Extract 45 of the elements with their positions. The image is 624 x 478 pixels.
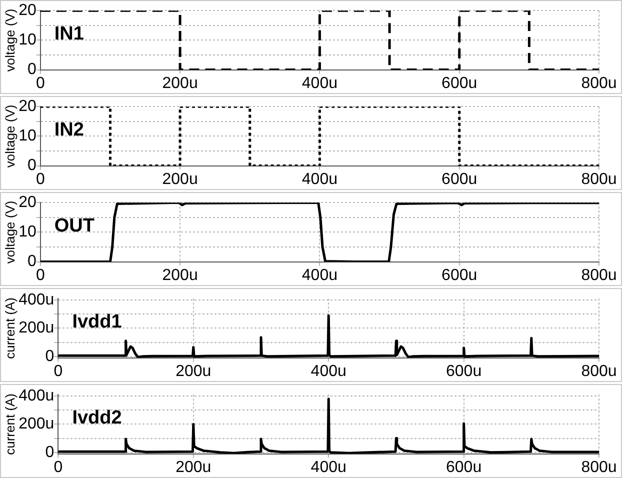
y-tick-label: 0 bbox=[27, 253, 36, 270]
y-tick-label: 20 bbox=[18, 194, 36, 212]
x-tick-label: 800u bbox=[581, 170, 617, 188]
y-tick-label: 20 bbox=[18, 98, 36, 116]
x-tick-label: 800u bbox=[581, 266, 617, 284]
series-label: IN2 bbox=[54, 120, 84, 141]
x-tick-label: 200u bbox=[176, 458, 212, 476]
y-tick-label: 0 bbox=[45, 444, 54, 461]
y-tick-label: 10 bbox=[18, 224, 36, 241]
x-tick-label: 600u bbox=[442, 170, 478, 188]
y-axis-title: current (A) bbox=[2, 297, 18, 359]
y-axis-title: voltage (V) bbox=[2, 200, 18, 264]
series-label: Ivdd2 bbox=[72, 408, 122, 429]
x-tick-label: 400u bbox=[302, 74, 338, 92]
x-tick-label: 600u bbox=[446, 458, 482, 476]
x-tick-label: 800u bbox=[581, 458, 617, 476]
y-tick-label: 400u bbox=[18, 291, 54, 308]
y-tick-label: 20 bbox=[18, 2, 36, 20]
x-tick-label: 400u bbox=[302, 170, 338, 188]
x-tick-label: 400u bbox=[310, 458, 346, 476]
y-axis-title: voltage (V) bbox=[2, 8, 18, 72]
series-label: Ivdd1 bbox=[72, 312, 122, 333]
x-tick-label: 200u bbox=[162, 266, 198, 284]
x-tick-label: 600u bbox=[442, 266, 478, 284]
x-tick-label: 200u bbox=[176, 362, 212, 380]
x-tick-label: 200u bbox=[162, 170, 198, 188]
x-tick-label: 600u bbox=[442, 74, 478, 92]
x-tick-label: 800u bbox=[581, 74, 617, 92]
x-tick-label: 400u bbox=[302, 266, 338, 284]
x-tick-label: 600u bbox=[446, 362, 482, 380]
y-axis-title: voltage (V) bbox=[2, 104, 18, 168]
y-tick-label: 200u bbox=[18, 416, 54, 433]
x-tick-label: 400u bbox=[310, 362, 346, 380]
y-tick-label: 400u bbox=[18, 387, 54, 404]
y-tick-label: 200u bbox=[18, 320, 54, 337]
x-tick-label: 800u bbox=[581, 362, 617, 380]
series-label: OUT bbox=[54, 216, 95, 237]
x-tick-label: 200u bbox=[162, 74, 198, 92]
y-axis-title: current (A) bbox=[2, 393, 18, 455]
y-tick-label: 0 bbox=[45, 348, 54, 365]
series-label: IN1 bbox=[54, 24, 84, 45]
y-tick-label: 0 bbox=[27, 61, 36, 78]
y-tick-label: 0 bbox=[27, 157, 36, 174]
y-tick-label: 10 bbox=[18, 32, 36, 49]
y-tick-label: 10 bbox=[18, 128, 36, 145]
